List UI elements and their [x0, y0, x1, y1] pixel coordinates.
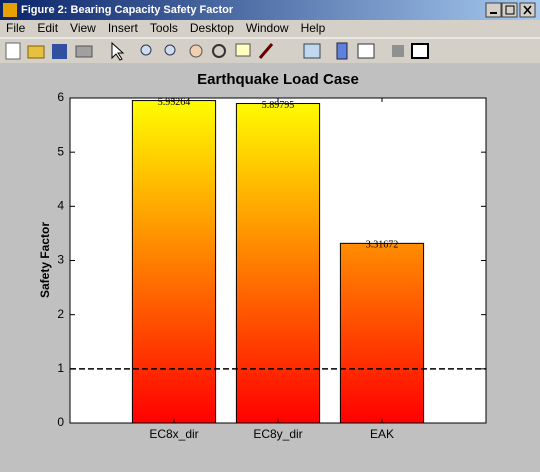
menu-item[interactable]: Window	[246, 21, 289, 35]
y-tick-label: 5	[57, 144, 64, 158]
brush-icon[interactable]	[258, 43, 274, 59]
y-tick-label: 4	[57, 199, 64, 213]
save-icon[interactable]	[52, 44, 67, 59]
open-icon[interactable]	[27, 45, 45, 59]
menu-item[interactable]: View	[70, 21, 96, 35]
legend-icon[interactable]	[357, 43, 375, 59]
zoom-in-icon[interactable]	[140, 44, 152, 56]
menu-item[interactable]: Insert	[108, 21, 139, 35]
pan-icon[interactable]	[189, 44, 203, 58]
pointer-icon[interactable]	[111, 41, 125, 61]
axes-box	[69, 97, 487, 424]
y-tick-label: 1	[57, 361, 64, 375]
hide-tools-icon[interactable]	[392, 45, 404, 57]
maximize-button[interactable]	[501, 2, 518, 18]
rotate-icon[interactable]	[212, 44, 226, 58]
value-label: 3.31672	[366, 240, 399, 251]
menu-bar: File Edit View Insert Tools Desktop Window Help	[6, 21, 326, 35]
zoom-out-icon[interactable]	[164, 44, 176, 56]
new-icon[interactable]	[5, 42, 21, 60]
print-icon[interactable]	[75, 45, 93, 58]
y-tick-label: 0	[57, 415, 64, 429]
menu-item[interactable]: Tools	[150, 21, 178, 35]
value-label: 5.89795	[262, 100, 295, 111]
window-title: Figure 2: Bearing Capacity Safety Factor	[21, 4, 234, 16]
show-tools-icon[interactable]	[411, 43, 429, 59]
menu-item[interactable]: Help	[301, 21, 326, 35]
bar	[235, 103, 321, 424]
x-tick-label: EC8x_dir	[149, 427, 198, 441]
value-label: 5.95264	[158, 97, 191, 108]
y-tick-label: 3	[57, 253, 64, 267]
link-icon[interactable]	[303, 43, 321, 59]
menu-item[interactable]: Desktop	[190, 21, 234, 35]
x-tick-label: EAK	[370, 427, 394, 441]
y-tick-label: 6	[57, 90, 64, 104]
app-icon	[3, 3, 17, 17]
toolbar	[5, 41, 429, 61]
menu-item[interactable]: Edit	[37, 21, 58, 35]
title-bar	[0, 0, 540, 20]
datacursor-icon[interactable]	[235, 43, 251, 57]
x-tick-label: EC8y_dir	[253, 427, 302, 441]
y-tick-label: 2	[57, 307, 64, 321]
menu-item[interactable]: File	[6, 21, 26, 35]
colorbar-icon[interactable]	[336, 42, 348, 60]
window-buttons	[485, 2, 536, 18]
y-axis-label: Safety Factor	[38, 222, 52, 298]
bar	[131, 100, 217, 424]
chart-title: Earthquake Load Case	[197, 71, 359, 88]
bar	[339, 242, 425, 424]
minimize-button[interactable]	[485, 2, 502, 18]
